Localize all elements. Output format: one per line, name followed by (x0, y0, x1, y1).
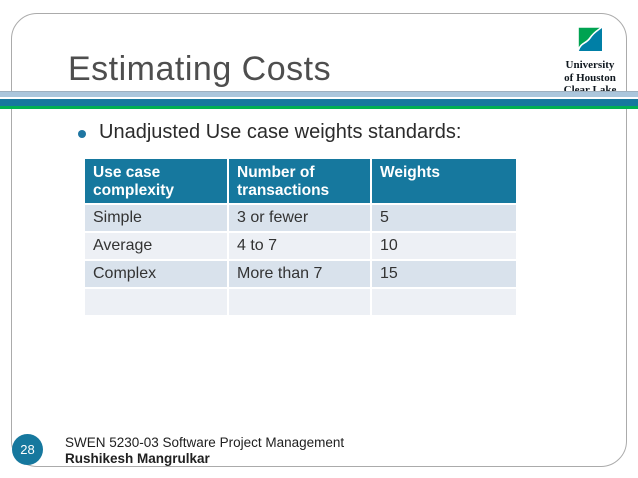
title-divider-stripes (0, 91, 638, 109)
use-case-weights-table: Use case complexity Number of transactio… (85, 159, 516, 317)
bullet-text: Unadjusted Use case weights standards: (99, 121, 462, 143)
footer: SWEN 5230-03 Software Project Management… (65, 435, 344, 467)
stripe-light-blue (0, 92, 638, 97)
logo-line: University (565, 59, 615, 71)
header-use-case-complexity: Use case complexity (85, 159, 229, 205)
cell-weight: 5 (371, 204, 516, 233)
cell-complexity: Simple (85, 204, 229, 233)
stripe-hairline (0, 91, 638, 92)
table-row: Simple 3 or fewer 5 (85, 204, 516, 233)
stripe-teal (0, 99, 638, 106)
logo-line: of Houston (564, 71, 616, 84)
cell-weight: 15 (371, 260, 516, 289)
cell-transactions: 3 or fewer (228, 204, 372, 233)
university-logo: University of Houston Clear Lake (552, 27, 628, 97)
cell-transactions (228, 288, 372, 317)
table-row: Average 4 to 7 10 (85, 232, 516, 261)
footer-author: Rushikesh Mangrulkar (65, 451, 210, 466)
table-header-row: Use case complexity Number of transactio… (85, 159, 516, 205)
cell-complexity: Average (85, 232, 229, 261)
cell-weight (371, 288, 516, 317)
university-logo-icon (578, 27, 602, 51)
page-number-badge: 28 (12, 434, 43, 465)
header-number-of-transactions: Number of transactions (228, 159, 372, 205)
stripe-gap (0, 97, 638, 99)
cell-complexity: Complex (85, 260, 229, 289)
page-title: Estimating Costs (68, 50, 332, 88)
table-row: Complex More than 7 15 (85, 260, 516, 289)
bullet-icon (78, 130, 86, 138)
stripe-green (0, 106, 638, 109)
cell-weight: 10 (371, 232, 516, 261)
table-row-empty (85, 288, 516, 317)
header-weights: Weights (371, 159, 516, 205)
cell-complexity (85, 288, 229, 317)
footer-course: SWEN 5230-03 Software Project Management (65, 435, 345, 450)
cell-transactions: 4 to 7 (228, 232, 372, 261)
slide-frame-border (11, 13, 627, 467)
cell-transactions: More than 7 (228, 260, 372, 289)
